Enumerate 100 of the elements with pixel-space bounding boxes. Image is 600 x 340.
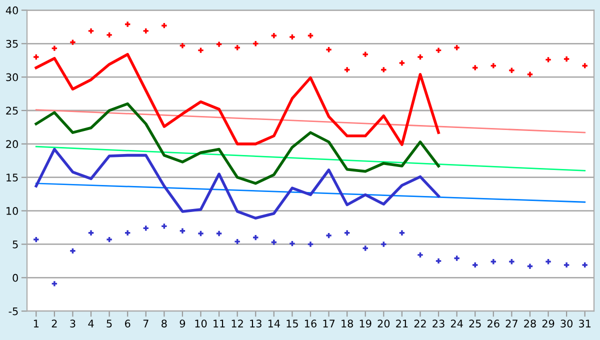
x-tick-label: 21 xyxy=(396,320,408,328)
x-tick-label: 27 xyxy=(506,320,518,328)
x-tick-label: 30 xyxy=(560,320,572,328)
x-tick-label: 24 xyxy=(450,320,463,328)
point xyxy=(436,48,442,53)
point xyxy=(344,67,350,72)
point xyxy=(509,259,514,264)
y-tick-label: 15 xyxy=(6,174,18,182)
point xyxy=(564,262,570,268)
point xyxy=(381,242,386,247)
point xyxy=(180,43,186,48)
x-tick-label: 4 xyxy=(88,320,94,328)
x-tick-label: 29 xyxy=(542,320,554,328)
x-tick-label: 14 xyxy=(268,320,280,328)
point xyxy=(180,228,186,234)
point xyxy=(34,54,39,60)
point xyxy=(344,230,350,236)
point xyxy=(143,28,148,34)
point xyxy=(546,259,551,264)
y-tick-label: 20 xyxy=(6,140,18,148)
point xyxy=(70,248,76,254)
point xyxy=(253,234,258,240)
point xyxy=(198,48,204,53)
point xyxy=(472,65,478,70)
point xyxy=(88,230,94,236)
point xyxy=(418,54,423,60)
x-tick-label: 2 xyxy=(52,320,57,328)
x-tick-label: 31 xyxy=(579,320,591,328)
point xyxy=(418,252,423,258)
point xyxy=(290,240,295,246)
point xyxy=(472,262,478,268)
point xyxy=(143,226,148,231)
y-tick-label: 35 xyxy=(6,40,18,48)
point xyxy=(216,42,222,47)
x-tick-label: 11 xyxy=(214,320,225,328)
x-tick-label: 26 xyxy=(488,320,500,328)
point xyxy=(125,22,130,27)
line-series xyxy=(34,102,440,185)
point xyxy=(509,68,514,73)
x-tick-label: 22 xyxy=(414,320,426,328)
x-tick-label: 5 xyxy=(106,320,112,328)
point xyxy=(234,238,240,244)
y-tick-label: 0 xyxy=(12,274,18,282)
point xyxy=(326,47,332,52)
point xyxy=(52,46,58,51)
x-tick-label: 3 xyxy=(70,320,76,328)
line-series xyxy=(34,52,440,146)
y-tick-label: 5 xyxy=(12,240,18,248)
x-tick-label: 23 xyxy=(432,320,444,328)
point xyxy=(527,72,533,77)
point xyxy=(381,67,386,72)
point xyxy=(308,242,314,247)
point xyxy=(88,28,94,34)
point xyxy=(362,246,368,251)
point xyxy=(162,224,167,229)
point xyxy=(52,281,58,286)
point xyxy=(527,264,533,269)
y-tick-label: 25 xyxy=(6,106,18,115)
line-series xyxy=(34,148,440,220)
point xyxy=(216,230,222,236)
x-tick-label: 15 xyxy=(286,320,298,328)
point xyxy=(70,40,76,45)
point xyxy=(234,45,240,50)
point xyxy=(399,60,405,66)
y-tick-label: 40 xyxy=(6,6,18,14)
x-tick-label: 19 xyxy=(360,320,372,328)
point xyxy=(582,63,588,68)
point xyxy=(125,230,130,236)
x-tick-label: 12 xyxy=(232,320,243,328)
x-tick-label: 7 xyxy=(143,320,148,328)
point xyxy=(290,34,295,40)
point xyxy=(362,52,368,57)
x-tick-label: 10 xyxy=(195,320,207,328)
point xyxy=(162,22,167,28)
x-tick-label: 1 xyxy=(34,320,38,328)
point xyxy=(582,262,588,268)
y-tick-label: 30 xyxy=(6,73,18,82)
point xyxy=(34,236,39,242)
x-tick-label: 28 xyxy=(524,320,536,328)
point xyxy=(271,33,277,38)
point xyxy=(454,256,460,261)
x-tick-label: 25 xyxy=(469,320,481,328)
point xyxy=(326,232,332,238)
x-tick-label: 17 xyxy=(323,320,335,328)
point xyxy=(454,45,460,50)
point xyxy=(399,230,405,236)
point xyxy=(546,57,551,62)
point xyxy=(564,56,570,62)
x-tick-label: 16 xyxy=(305,320,316,328)
point xyxy=(106,32,112,38)
point xyxy=(308,33,314,38)
y-tick-label: -5 xyxy=(8,307,18,316)
point xyxy=(271,240,277,245)
point xyxy=(436,258,442,264)
point xyxy=(106,236,112,242)
point xyxy=(490,63,496,68)
x-tick-label: 9 xyxy=(180,320,186,328)
x-tick-label: 20 xyxy=(378,320,390,328)
y-tick-label: 10 xyxy=(6,207,18,215)
point xyxy=(198,230,204,236)
